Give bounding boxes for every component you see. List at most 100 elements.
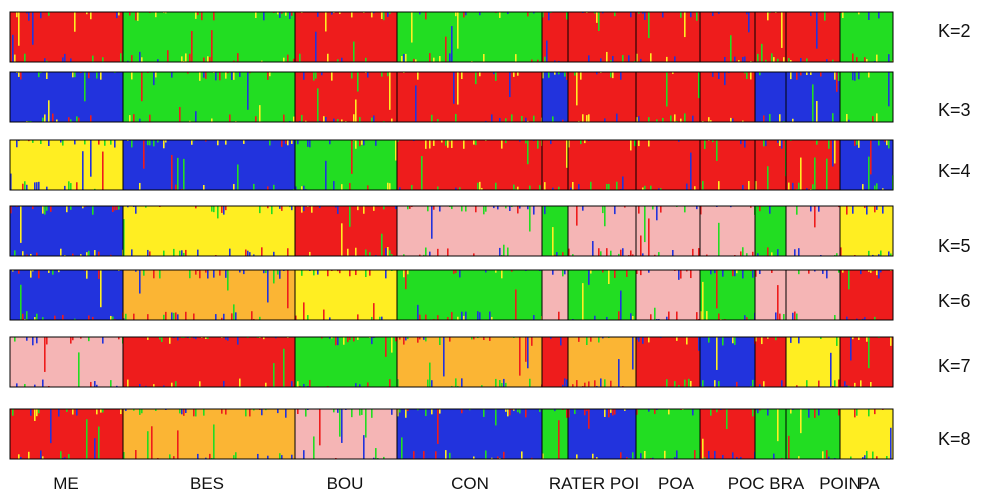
individual-admixture-bar xyxy=(544,206,546,215)
individual-admixture-bar xyxy=(457,316,459,320)
individual-admixture-bar xyxy=(884,140,886,142)
individual-admixture-bar xyxy=(890,427,892,459)
individual-admixture-bar xyxy=(381,12,383,20)
individual-admixture-bar xyxy=(261,247,263,256)
individual-admixture-bar xyxy=(712,12,714,16)
individual-admixture-bar xyxy=(765,140,767,147)
individual-admixture-bar xyxy=(375,448,377,459)
individual-admixture-bar xyxy=(800,409,802,434)
individual-admixture-bar xyxy=(349,270,351,277)
individual-admixture-bar xyxy=(165,12,167,14)
individual-admixture-bar xyxy=(648,218,650,256)
individual-admixture-bar xyxy=(499,247,501,256)
individual-admixture-bar xyxy=(648,337,650,343)
individual-admixture-bar xyxy=(491,316,493,320)
individual-admixture-bar xyxy=(195,12,197,19)
individual-admixture-bar xyxy=(690,152,692,190)
individual-admixture-bar xyxy=(594,12,596,14)
individual-admixture-bar xyxy=(381,72,383,77)
individual-admixture-bar xyxy=(455,270,457,274)
individual-admixture-bar xyxy=(339,409,341,437)
individual-admixture-bar xyxy=(325,160,327,190)
individual-admixture-bar xyxy=(763,381,765,387)
panel-frame xyxy=(9,205,894,257)
individual-admixture-bar xyxy=(285,140,287,144)
individual-admixture-bar xyxy=(387,12,389,17)
individual-admixture-bar xyxy=(550,337,552,339)
individual-admixture-bar xyxy=(285,12,287,16)
individual-admixture-bar xyxy=(267,72,269,80)
individual-admixture-bar xyxy=(72,409,74,415)
individual-admixture-bar xyxy=(818,206,820,212)
individual-admixture-bar xyxy=(74,318,76,320)
individual-admixture-bar xyxy=(779,313,781,320)
individual-admixture-bar xyxy=(439,337,441,346)
individual-admixture-bar xyxy=(638,206,640,214)
individual-admixture-bar xyxy=(32,140,34,143)
individual-admixture-bar xyxy=(309,379,311,387)
individual-admixture-bar xyxy=(702,438,704,459)
individual-admixture-bar xyxy=(696,206,698,210)
individual-admixture-bar xyxy=(698,248,700,256)
individual-admixture-bar xyxy=(680,12,682,18)
individual-admixture-bar xyxy=(600,378,602,387)
individual-admixture-bar xyxy=(10,206,12,214)
individual-admixture-bar xyxy=(650,53,652,62)
individual-admixture-bar xyxy=(481,385,483,387)
individual-admixture-bar xyxy=(74,72,76,78)
individual-admixture-bar xyxy=(684,12,686,38)
individual-admixture-bar xyxy=(644,12,646,20)
individual-admixture-bar xyxy=(451,140,453,148)
individual-admixture-bar xyxy=(225,337,227,340)
individual-admixture-bar xyxy=(489,311,491,320)
individual-admixture-bar xyxy=(453,270,455,274)
individual-admixture-bar xyxy=(183,409,185,416)
individual-admixture-bar xyxy=(610,409,612,413)
individual-admixture-bar xyxy=(834,140,836,164)
individual-admixture-bar xyxy=(564,270,566,275)
individual-admixture-bar xyxy=(730,206,732,208)
individual-admixture-bar xyxy=(798,270,800,275)
individual-admixture-bar xyxy=(189,337,191,339)
individual-admixture-bar xyxy=(195,270,197,275)
individual-admixture-bar xyxy=(479,72,481,77)
individual-admixture-bar xyxy=(163,140,165,149)
individual-admixture-bar xyxy=(271,206,273,215)
individual-admixture-bar xyxy=(449,140,451,142)
individual-admixture-bar xyxy=(618,311,620,320)
individual-admixture-bar xyxy=(630,140,632,151)
individual-admixture-bar xyxy=(118,337,120,340)
individual-admixture-bar xyxy=(507,247,509,256)
individual-admixture-bar xyxy=(135,270,137,272)
individual-admixture-bar xyxy=(139,118,141,122)
individual-admixture-bar xyxy=(590,337,592,342)
individual-admixture-bar xyxy=(461,409,463,414)
individual-admixture-bar xyxy=(133,409,135,411)
individual-admixture-bar xyxy=(209,57,211,62)
individual-admixture-bar xyxy=(183,158,185,190)
individual-admixture-bar xyxy=(730,117,732,122)
individual-admixture-bar xyxy=(125,409,127,411)
individual-admixture-bar xyxy=(98,426,100,459)
individual-admixture-bar xyxy=(129,115,131,122)
individual-admixture-bar xyxy=(636,337,638,340)
individual-admixture-bar xyxy=(22,313,24,320)
population-block xyxy=(786,140,840,190)
individual-admixture-bar xyxy=(614,12,616,17)
individual-admixture-bar xyxy=(215,72,217,81)
individual-admixture-bar xyxy=(22,251,24,256)
individual-admixture-bar xyxy=(870,270,872,273)
individual-admixture-bar xyxy=(145,206,147,208)
individual-admixture-bar xyxy=(331,72,333,81)
individual-admixture-bar xyxy=(726,409,728,430)
individual-admixture-bar xyxy=(716,140,718,161)
individual-admixture-bar xyxy=(131,249,133,256)
individual-admixture-bar xyxy=(838,270,840,273)
individual-admixture-bar xyxy=(792,118,794,122)
individual-admixture-bar xyxy=(153,384,155,387)
population-block xyxy=(295,140,397,190)
individual-admixture-bar xyxy=(42,206,44,214)
individual-admixture-bar xyxy=(84,72,86,102)
individual-admixture-bar xyxy=(684,379,686,387)
individual-admixture-bar xyxy=(303,302,305,320)
